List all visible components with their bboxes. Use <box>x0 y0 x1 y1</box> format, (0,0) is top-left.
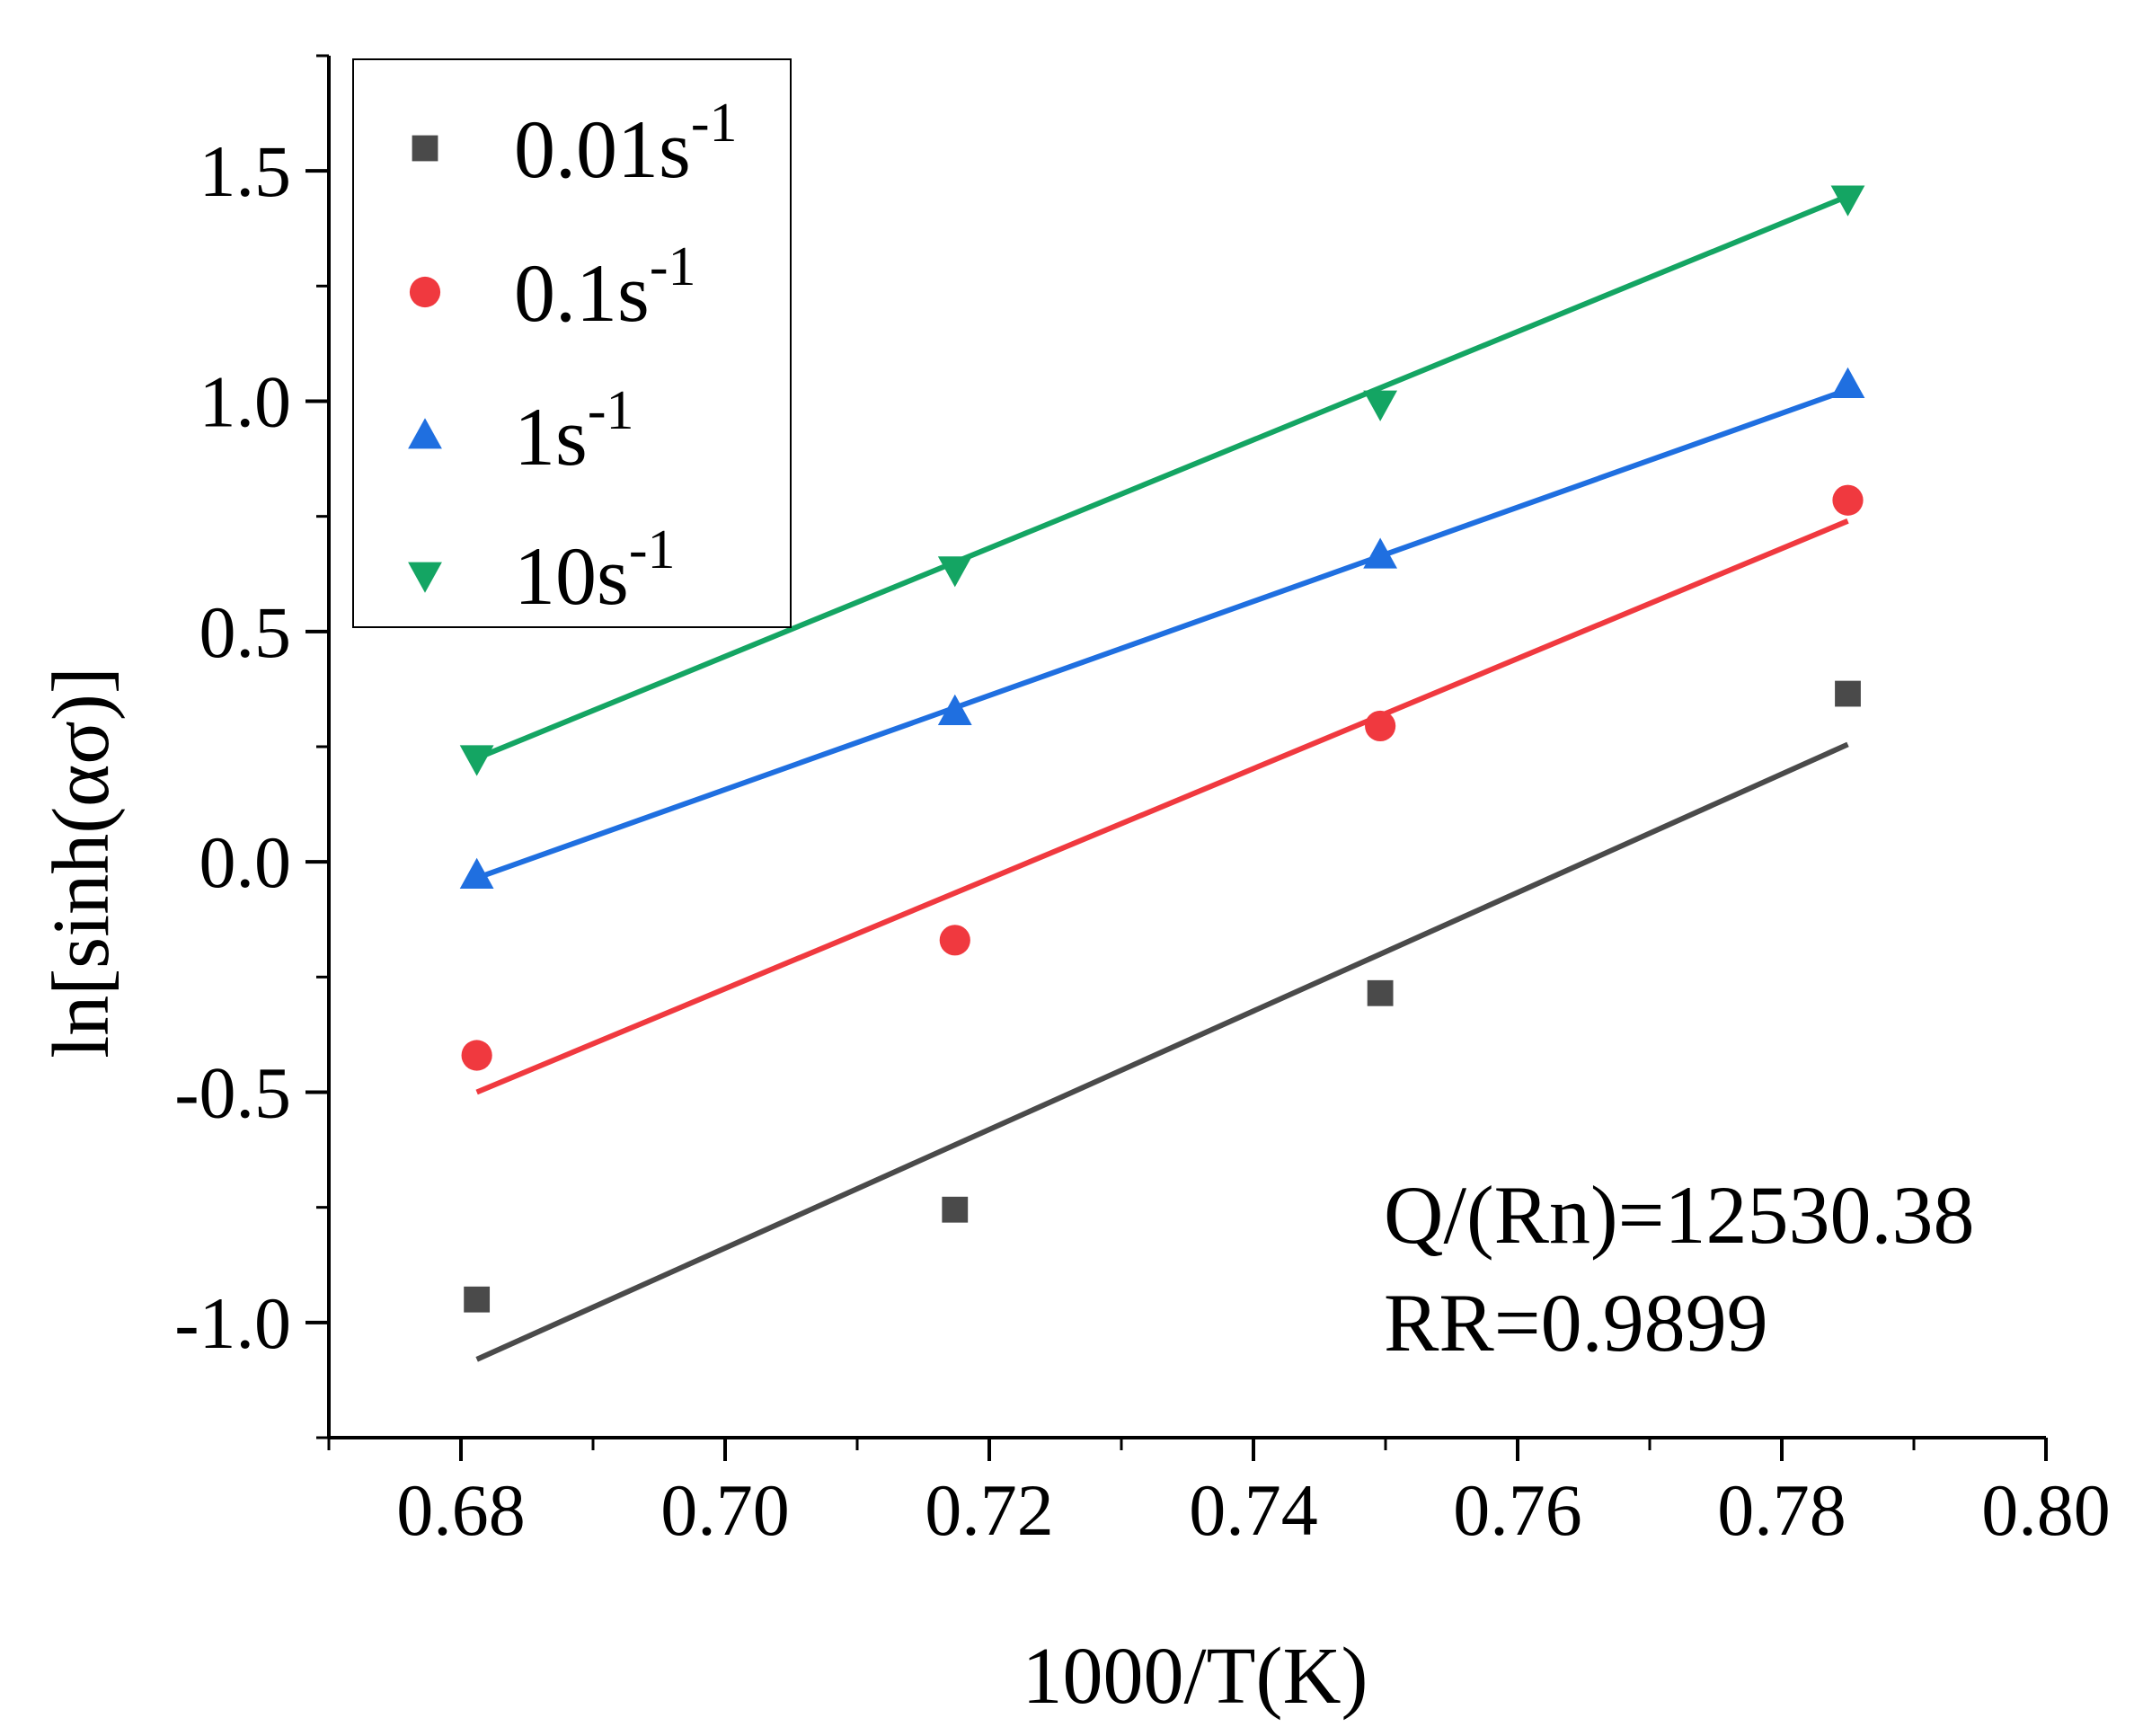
data-point-1-1 <box>939 925 970 956</box>
x-tick-label: 0.74 <box>1189 1469 1318 1551</box>
y-tick-label: 1.5 <box>199 130 292 212</box>
fit-line-3 <box>475 193 1849 761</box>
y-tick-label: 0.5 <box>199 591 292 673</box>
y-tick-label: -1.0 <box>174 1282 291 1364</box>
data-point-2-3 <box>1830 367 1865 398</box>
fit-line-0 <box>475 741 1849 1362</box>
data-point-3-3 <box>1830 185 1865 217</box>
x-tick-label: 0.78 <box>1717 1469 1846 1551</box>
data-point-3-2 <box>1363 390 1398 421</box>
x-tick-label: 0.70 <box>660 1469 790 1551</box>
annotation-rr: RR=0.9899 <box>1384 1277 1768 1368</box>
y-tick-label: 1.0 <box>199 361 292 443</box>
data-point-2-2 <box>1363 537 1398 569</box>
data-point-2-1 <box>937 694 972 725</box>
data-point-3-1 <box>937 556 972 588</box>
legend-label-2: 1s-1 <box>514 380 633 483</box>
legend-marker-2 <box>408 418 442 449</box>
legend-marker-1 <box>409 276 441 308</box>
axes: -1.0 -0.5 0.0 0.5 1.0 1.5 0.68 0.70 0.72 0.74 0.76… <box>174 54 2111 1551</box>
legend-marker-3 <box>408 562 442 593</box>
data-point-2-0 <box>459 857 494 889</box>
data-point-1-3 <box>1832 484 1864 516</box>
x-tick-label: 0.68 <box>396 1469 526 1551</box>
data-point-3-0 <box>459 745 494 776</box>
legend-label-1: 0.1s-1 <box>514 236 695 339</box>
data-point-0-3 <box>1835 680 1861 707</box>
fit-line-1 <box>475 518 1849 1095</box>
x-tick-label: 0.76 <box>1453 1469 1582 1551</box>
y-tick-label: 0.0 <box>199 821 292 903</box>
x-axis-title: 1000/T(K) <box>1023 1632 1368 1721</box>
data-point-1-2 <box>1365 710 1396 742</box>
fit-lines <box>475 193 1849 1362</box>
x-tick-label: 0.80 <box>1981 1469 2111 1551</box>
annotations: Q/(Rn)=12530.38 RR=0.9899 <box>1384 1169 1975 1368</box>
data-point-0-1 <box>942 1196 969 1223</box>
data-points <box>459 185 1865 1313</box>
y-tick-label: -0.5 <box>174 1052 291 1134</box>
data-point-1-0 <box>461 1040 492 1071</box>
x-tick-label: 0.72 <box>925 1469 1054 1551</box>
data-point-0-2 <box>1367 979 1394 1006</box>
legend: 0.01s-1 0.1s-1 1s-1 10s-1 <box>352 58 792 628</box>
fit-line-2 <box>475 386 1849 881</box>
data-point-0-0 <box>464 1286 491 1313</box>
legend-marker-0 <box>412 135 438 162</box>
annotation-q-rn: Q/(Rn)=12530.38 <box>1384 1169 1975 1261</box>
legend-label-3: 10s-1 <box>514 519 675 622</box>
y-axis-title: ln[sinh(ασ)] <box>37 667 126 1058</box>
legend-label-0: 0.01s-1 <box>514 93 737 195</box>
